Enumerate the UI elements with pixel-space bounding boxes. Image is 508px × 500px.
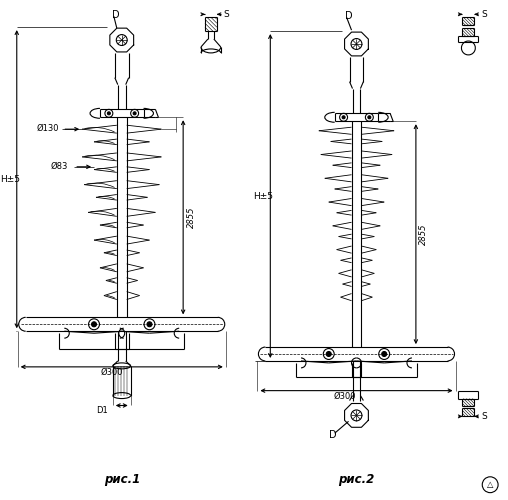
Text: 2855: 2855 — [186, 206, 196, 228]
Text: D: D — [329, 430, 336, 440]
Text: S: S — [482, 412, 487, 421]
Text: H±5: H±5 — [0, 174, 20, 184]
Text: S: S — [224, 10, 230, 19]
Circle shape — [342, 116, 345, 119]
Text: Ø130: Ø130 — [36, 124, 59, 132]
Circle shape — [133, 112, 136, 115]
Text: D: D — [344, 12, 352, 22]
Circle shape — [91, 322, 97, 327]
Circle shape — [368, 116, 371, 119]
Text: △: △ — [487, 480, 493, 489]
Text: Ø300: Ø300 — [101, 368, 123, 378]
Text: S: S — [482, 10, 487, 19]
Text: Ø83: Ø83 — [51, 162, 68, 170]
Text: 2855: 2855 — [419, 224, 428, 245]
Circle shape — [147, 322, 152, 327]
Text: D: D — [112, 10, 119, 20]
Text: Ø300: Ø300 — [333, 392, 356, 401]
Circle shape — [107, 112, 110, 115]
Circle shape — [326, 352, 331, 356]
Text: H±5: H±5 — [253, 192, 273, 200]
Text: рис.2: рис.2 — [338, 474, 374, 486]
Text: D1: D1 — [96, 406, 108, 415]
Text: рис.1: рис.1 — [104, 474, 140, 486]
Circle shape — [382, 352, 387, 356]
